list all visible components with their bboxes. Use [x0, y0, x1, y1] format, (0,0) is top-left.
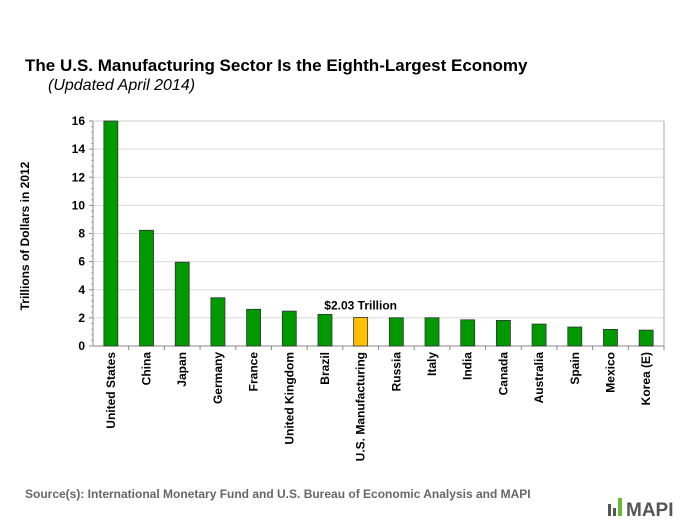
bar-germany [210, 297, 226, 347]
bar-brazil [317, 313, 333, 347]
bar-japan [174, 261, 190, 347]
bar-korea-e- [638, 329, 654, 347]
y-tick-label: 0 [78, 339, 85, 353]
x-tick-label: Italy [425, 352, 439, 376]
x-tick-label: United States [104, 352, 118, 429]
x-tick-label: U.S. Manufacturing [354, 352, 368, 461]
chart-subtitle: (Updated April 2014) [48, 77, 196, 94]
bar-united-kingdom [281, 310, 297, 347]
x-tick-label: Brazil [318, 352, 332, 385]
y-tick-label: 8 [78, 227, 85, 241]
y-tick-label: 10 [72, 198, 86, 212]
bar-russia [388, 317, 404, 347]
y-tick-label: 2 [78, 311, 85, 325]
bar-china [139, 229, 154, 347]
x-tick-label: Australia [532, 352, 546, 404]
x-tick-label: Mexico [603, 352, 617, 393]
y-tick-label: 14 [72, 142, 86, 156]
x-tick-label: China [140, 352, 154, 386]
bar-u-s-manufacturing [353, 317, 369, 347]
svg-text:MAPI: MAPI [626, 500, 674, 518]
annotation-label: $2.03 Trillion [324, 298, 397, 312]
bar-chart: 0 2 4 6 8 10 12 14 16 United States China Japan Germ… [72, 114, 665, 461]
x-tick-label: India [461, 352, 475, 380]
x-tick-label: Korea (E) [639, 352, 653, 405]
x-tick-label: Spain [568, 352, 582, 385]
y-tick-label: 12 [72, 170, 86, 184]
x-tick-label: Japan [175, 352, 189, 387]
bar-mexico [603, 329, 618, 347]
bar-spain [567, 326, 583, 347]
bar-france [246, 308, 261, 347]
bar-united-states [103, 120, 119, 347]
source-note: Source(s): International Monetary Fund a… [25, 487, 531, 501]
x-tick-label: Canada [496, 352, 510, 396]
y-tick-label: 6 [78, 255, 85, 269]
bar-canada [496, 320, 511, 347]
x-tick-label: France [247, 352, 261, 392]
y-tick-label: 4 [78, 283, 85, 297]
x-tick-label: Germany [211, 352, 225, 404]
bar-australia [531, 323, 547, 347]
y-tick-label: 16 [72, 114, 86, 128]
chart-title: The U.S. Manufacturing Sector Is the Eig… [25, 56, 528, 75]
x-tick-label: Russia [389, 352, 403, 392]
bar-india [460, 319, 476, 347]
x-tick-label: United Kingdom [282, 352, 296, 445]
mapi-logo: MAPI [606, 496, 696, 523]
bar-italy [424, 317, 440, 347]
